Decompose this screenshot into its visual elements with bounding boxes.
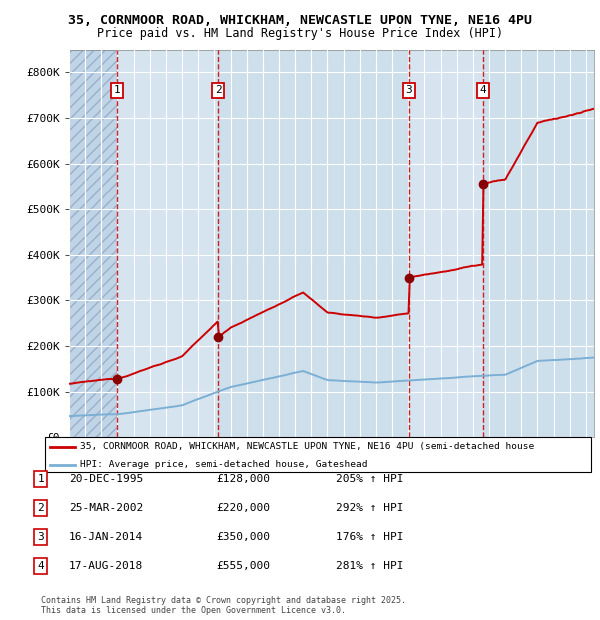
- Text: 35, CORNMOOR ROAD, WHICKHAM, NEWCASTLE UPON TYNE, NE16 4PU (semi-detached house: 35, CORNMOOR ROAD, WHICKHAM, NEWCASTLE U…: [80, 443, 535, 451]
- Text: 3: 3: [406, 86, 412, 95]
- Text: HPI: Average price, semi-detached house, Gateshead: HPI: Average price, semi-detached house,…: [80, 460, 368, 469]
- Text: Price paid vs. HM Land Registry's House Price Index (HPI): Price paid vs. HM Land Registry's House …: [97, 27, 503, 40]
- Text: 1: 1: [113, 86, 121, 95]
- Text: 35, CORNMOOR ROAD, WHICKHAM, NEWCASTLE UPON TYNE, NE16 4PU: 35, CORNMOOR ROAD, WHICKHAM, NEWCASTLE U…: [68, 14, 532, 27]
- Text: £350,000: £350,000: [216, 532, 270, 542]
- Text: 176% ↑ HPI: 176% ↑ HPI: [336, 532, 404, 542]
- Text: 3: 3: [37, 532, 44, 542]
- Bar: [483, 50, 594, 437]
- Text: 2: 2: [215, 86, 221, 95]
- FancyBboxPatch shape: [45, 437, 591, 472]
- Text: 281% ↑ HPI: 281% ↑ HPI: [336, 561, 404, 571]
- Text: 4: 4: [37, 561, 44, 571]
- Text: 16-JAN-2014: 16-JAN-2014: [69, 532, 143, 542]
- Text: 20-DEC-1995: 20-DEC-1995: [69, 474, 143, 484]
- Bar: [69, 50, 117, 437]
- Text: £220,000: £220,000: [216, 503, 270, 513]
- Text: £555,000: £555,000: [216, 561, 270, 571]
- Text: 1: 1: [37, 474, 44, 484]
- Text: 17-AUG-2018: 17-AUG-2018: [69, 561, 143, 571]
- Text: 4: 4: [479, 86, 487, 95]
- Bar: [218, 50, 409, 437]
- Text: Contains HM Land Registry data © Crown copyright and database right 2025.
This d: Contains HM Land Registry data © Crown c…: [41, 596, 406, 615]
- Text: £128,000: £128,000: [216, 474, 270, 484]
- Bar: [69, 50, 117, 437]
- Text: 2: 2: [37, 503, 44, 513]
- Text: 25-MAR-2002: 25-MAR-2002: [69, 503, 143, 513]
- Text: 205% ↑ HPI: 205% ↑ HPI: [336, 474, 404, 484]
- Text: 292% ↑ HPI: 292% ↑ HPI: [336, 503, 404, 513]
